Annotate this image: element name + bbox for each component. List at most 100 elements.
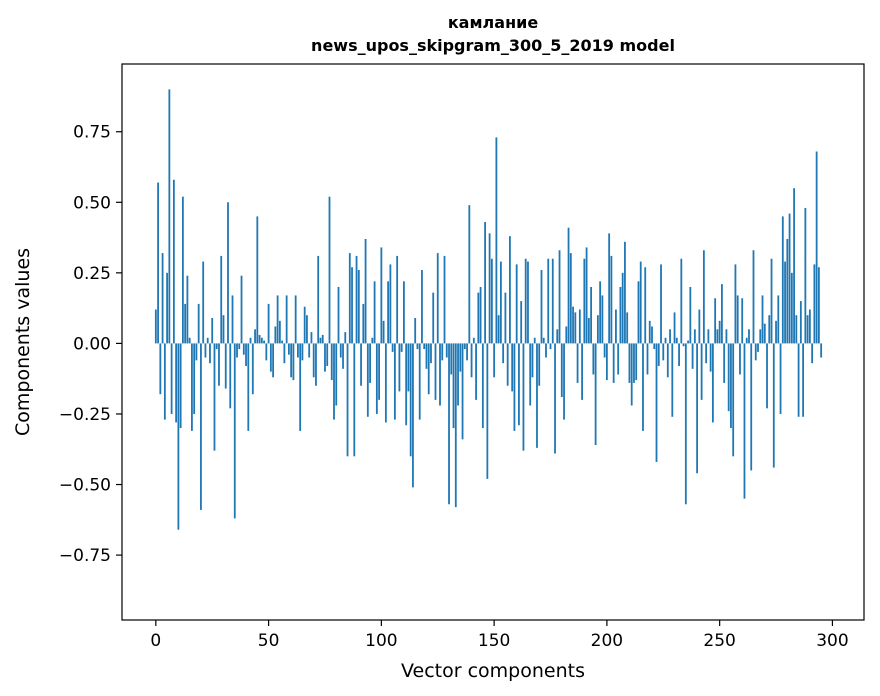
bar-291	[811, 343, 814, 364]
bars-group	[154, 89, 823, 530]
bar-123	[432, 292, 435, 344]
bar-47	[260, 337, 263, 344]
bar-126	[439, 343, 441, 406]
bar-295	[820, 343, 823, 358]
bar-195	[594, 343, 597, 446]
bar-13	[184, 303, 187, 344]
bar-6	[168, 89, 171, 344]
bar-78	[330, 343, 333, 381]
bar-226	[664, 337, 667, 344]
bar-204	[615, 309, 617, 344]
bar-268	[759, 329, 762, 344]
bar-76	[326, 343, 329, 366]
bar-73	[319, 337, 322, 344]
bar-158	[511, 343, 514, 392]
bar-40	[245, 343, 247, 366]
bar-277	[779, 343, 782, 414]
y-tick-label: 0.75	[73, 123, 111, 143]
bar-85	[346, 343, 349, 457]
bar-178	[556, 329, 559, 344]
bar-109	[400, 343, 403, 352]
bar-234	[682, 343, 685, 347]
bar-184	[569, 253, 572, 344]
bar-17	[193, 343, 196, 414]
bar-35	[233, 343, 236, 519]
bar-11	[179, 343, 182, 429]
bar-208	[624, 241, 626, 344]
bar-161	[518, 343, 520, 426]
bar-90	[357, 270, 360, 344]
bar-59	[287, 343, 290, 355]
bar-287	[802, 343, 804, 417]
bar-170	[538, 343, 541, 386]
bar-190	[583, 258, 586, 344]
bar-115	[414, 318, 417, 344]
bar-232	[678, 343, 680, 366]
bar-135	[459, 343, 462, 372]
y-tick-label: 0.50	[73, 193, 111, 213]
bar-83	[342, 343, 344, 369]
bar-286	[799, 301, 802, 344]
bar-64	[299, 343, 302, 431]
bar-112	[407, 343, 410, 392]
bar-7	[170, 343, 173, 414]
bar-46	[258, 334, 261, 344]
bar-282	[790, 272, 793, 344]
bar-159	[513, 343, 516, 431]
bar-134	[457, 343, 459, 406]
bar-24	[209, 343, 211, 364]
bar-213	[635, 343, 638, 381]
bar-56	[281, 340, 284, 344]
bar-4	[163, 343, 166, 420]
plot-frame	[121, 63, 865, 621]
y-tick-label: −0.75	[59, 546, 111, 566]
bar-98	[375, 343, 378, 414]
bar-143	[477, 292, 480, 344]
bar-30	[222, 315, 225, 344]
bar-243	[702, 250, 705, 344]
bar-219	[648, 320, 651, 344]
bar-273	[770, 258, 773, 344]
bar-36	[236, 343, 238, 358]
bar-21	[202, 261, 205, 344]
bar-86	[348, 253, 351, 344]
bar-218	[646, 343, 649, 375]
y-tick-label: −0.25	[59, 405, 111, 425]
bar-262	[745, 337, 748, 344]
bar-255	[730, 343, 732, 429]
x-tick-label: 200	[591, 631, 623, 651]
bar-228	[669, 329, 671, 344]
bar-188	[578, 309, 581, 344]
bar-34	[231, 295, 234, 344]
bar-138	[466, 343, 468, 361]
bar-81	[337, 286, 340, 344]
bar-200	[605, 343, 608, 381]
bar-2	[159, 343, 162, 395]
bar-48	[263, 340, 265, 344]
y-tick-label: 0.25	[73, 264, 111, 284]
bar-166	[529, 343, 532, 406]
bar-279	[784, 261, 786, 344]
bar-104	[389, 264, 392, 344]
bar-149	[490, 258, 493, 344]
bar-235	[684, 343, 687, 505]
bar-67	[306, 315, 308, 344]
bar-238	[691, 343, 694, 369]
bar-0	[154, 309, 157, 344]
bar-145	[481, 343, 484, 429]
bar-189	[581, 343, 583, 400]
bar-146	[484, 222, 486, 344]
bar-167	[531, 343, 534, 378]
bar-42	[249, 337, 252, 344]
bar-102	[384, 343, 387, 423]
bar-94	[366, 343, 369, 417]
bar-288	[804, 207, 807, 344]
bar-106	[393, 343, 396, 420]
bar-257	[734, 264, 737, 344]
bar-91	[360, 343, 362, 386]
bar-23	[206, 337, 209, 344]
bar-45	[256, 216, 259, 344]
bar-3	[161, 253, 164, 344]
bar-202	[610, 255, 613, 344]
bar-61	[292, 343, 295, 381]
